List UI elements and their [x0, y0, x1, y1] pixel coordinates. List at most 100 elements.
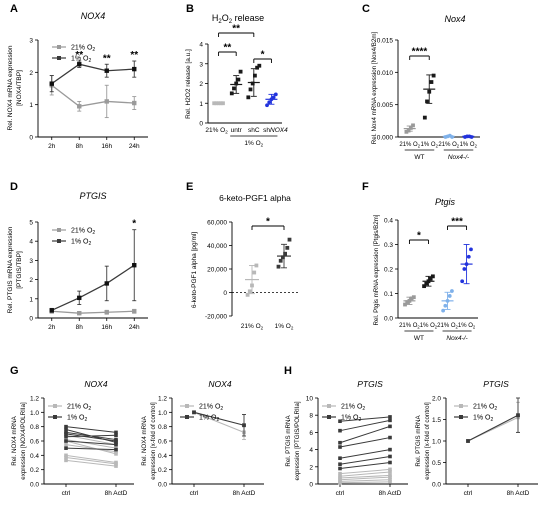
legend-marker	[459, 415, 463, 419]
pair-line-1	[65, 447, 117, 451]
data-point	[443, 303, 448, 308]
y-tick-label: 20,000	[207, 267, 227, 274]
group-label: Nox4-/-	[448, 154, 470, 161]
legend-subscript: 2	[88, 406, 91, 412]
data-point	[253, 73, 257, 78]
subscript: 2	[435, 325, 438, 330]
data-point	[403, 302, 407, 307]
data-point	[388, 435, 392, 440]
y-tick-label: 0.4	[158, 453, 167, 460]
legend-subscript: 2	[85, 417, 88, 423]
x-tick-label: 24h	[129, 324, 140, 331]
y-tick-label: 2	[29, 70, 33, 77]
data-point	[232, 86, 236, 91]
pair-line-1	[65, 426, 117, 433]
y-axis-label: Rel. NOX4 mRNA expression	[7, 45, 14, 130]
chart-title: NOX4	[81, 11, 106, 21]
panel-letter-A: A	[10, 3, 18, 15]
data-point	[236, 77, 241, 82]
data-point	[388, 454, 392, 459]
data-point	[283, 251, 287, 256]
y-tick-label: 0.4	[384, 218, 393, 225]
legend-marker	[327, 415, 331, 419]
data-point	[77, 295, 82, 301]
data-point	[132, 100, 137, 106]
legend-marker	[53, 404, 57, 408]
data-point	[404, 129, 409, 134]
data-point	[104, 99, 109, 104]
data-point	[447, 294, 452, 298]
y-axis-label: 6-keto-PGF1 alpha [pg/ml]	[191, 232, 198, 308]
data-point	[77, 104, 82, 109]
title-part: release	[232, 13, 264, 23]
data-point	[428, 276, 433, 281]
chart-title: NOX4	[84, 379, 107, 389]
legend-label: 1% O2	[67, 415, 88, 424]
data-point	[114, 430, 118, 435]
subscript: 2	[456, 325, 459, 330]
y-tick-label: 0	[309, 482, 313, 489]
pair-line-1	[339, 419, 391, 432]
data-point	[49, 308, 54, 313]
data-point	[388, 447, 392, 452]
legend-subscript: 2	[89, 241, 92, 247]
group-label: Nox4-/-	[446, 335, 468, 342]
data-point	[114, 452, 118, 456]
significance-marker: *	[132, 219, 136, 230]
y-tick-label: 0.6	[30, 439, 39, 446]
y-axis-label: Rel. PTGIS mRNA	[285, 415, 292, 467]
data-point	[64, 458, 68, 463]
y-axis-label: [NOX4/TBP]	[16, 70, 23, 106]
series-line	[467, 414, 519, 442]
y-axis-label: Rel. NOX4 mRNA	[141, 415, 148, 465]
data-point	[77, 62, 82, 67]
data-point	[287, 237, 292, 242]
x-tick-label: 8h ActD	[507, 490, 530, 497]
chart-title: PTGIS	[79, 191, 106, 201]
y-tick-label: 2.0	[432, 396, 441, 403]
data-point	[242, 423, 246, 428]
data-point	[422, 115, 427, 120]
data-point	[278, 258, 283, 263]
sig-bracket-stars: *	[266, 217, 270, 228]
data-point	[132, 263, 137, 268]
pair-line-21	[339, 471, 391, 477]
data-point	[273, 92, 278, 97]
data-point	[405, 300, 410, 304]
data-point	[388, 415, 392, 419]
legend-label: 21% O2	[71, 228, 95, 237]
pair-line-21	[339, 468, 391, 475]
series-line-0	[51, 310, 135, 314]
data-point	[267, 100, 272, 105]
legend-marker	[185, 404, 189, 408]
subscript: 2	[418, 144, 421, 149]
y-tick-label: 1.2	[158, 396, 167, 403]
data-point	[238, 69, 243, 74]
data-point	[265, 103, 269, 108]
y-tick-label: 0.8	[158, 424, 167, 431]
data-point	[388, 467, 392, 472]
data-point	[64, 455, 68, 460]
x-tick-label: ctrl	[62, 490, 71, 497]
pair-line-21	[65, 454, 117, 463]
legend-label: 21% O2	[341, 404, 365, 413]
panel-letter-H: H	[284, 365, 292, 377]
legend-subscript: 2	[362, 406, 365, 412]
legend-marker	[185, 415, 189, 419]
data-point	[466, 439, 470, 443]
data-point	[338, 466, 342, 471]
y-tick-label: 0	[29, 316, 33, 323]
chart-title: Ptgis	[435, 197, 456, 207]
legend-label: 1% O2	[473, 415, 494, 424]
data-point	[516, 413, 520, 418]
pair-line-1	[339, 425, 391, 444]
pair-line-1	[339, 449, 391, 459]
y-axis-label: Rel. NOX4 mRNA	[11, 415, 18, 465]
chart-title: PTGIS	[483, 379, 509, 389]
y-tick-label: 4	[199, 42, 203, 49]
data-point	[64, 432, 68, 436]
y-tick-label: 2	[199, 81, 203, 88]
data-point	[64, 453, 68, 458]
pair-line-21	[65, 440, 117, 455]
data-point	[338, 462, 342, 467]
